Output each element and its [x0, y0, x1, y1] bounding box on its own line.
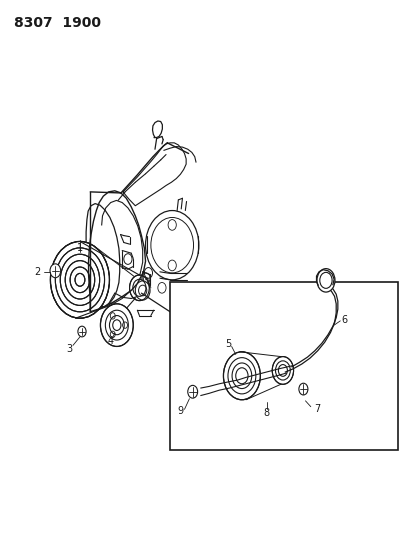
Bar: [170, 282, 397, 450]
Text: 3: 3: [66, 344, 72, 354]
Circle shape: [100, 304, 133, 346]
Text: 4: 4: [108, 336, 113, 346]
Text: 5: 5: [225, 339, 231, 349]
Text: 8: 8: [263, 408, 269, 418]
Text: 7: 7: [314, 405, 320, 414]
Text: 9: 9: [177, 407, 183, 416]
Circle shape: [298, 383, 307, 395]
Circle shape: [272, 357, 293, 384]
Circle shape: [223, 352, 260, 400]
Circle shape: [135, 281, 150, 300]
Text: 1: 1: [77, 244, 83, 253]
Circle shape: [316, 269, 334, 292]
Circle shape: [187, 385, 197, 398]
Text: 6: 6: [341, 315, 346, 325]
Circle shape: [50, 264, 61, 278]
Circle shape: [50, 241, 109, 318]
Circle shape: [129, 275, 149, 301]
Text: 2: 2: [34, 267, 41, 277]
Text: 8307  1900: 8307 1900: [14, 16, 101, 30]
Circle shape: [78, 326, 86, 337]
